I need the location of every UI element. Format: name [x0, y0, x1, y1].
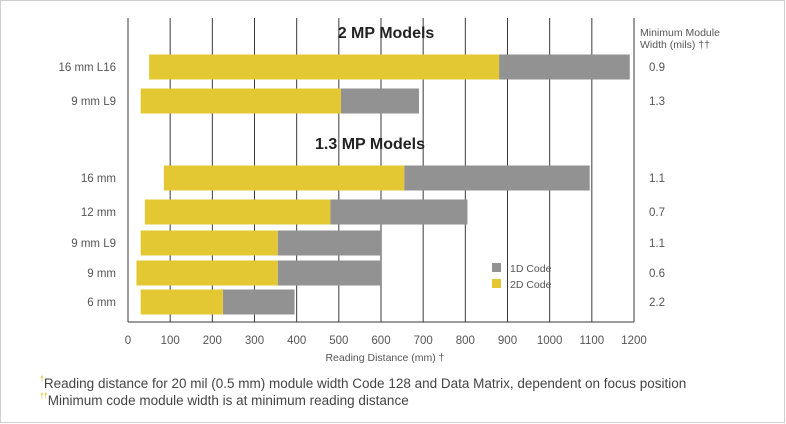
x-tick-label: 1100	[579, 335, 604, 347]
min-width-header: Minimum Module	[640, 27, 720, 39]
footnote-1-mark: †	[40, 375, 44, 383]
x-tick-label: 300	[245, 335, 264, 347]
row-label: 9 mm L9	[71, 238, 116, 250]
footnote-2: ††Minimum code module width is at minimu…	[40, 392, 409, 409]
x-tick-label: 200	[203, 335, 222, 347]
bar-2d-code	[140, 88, 341, 114]
group-title: 2 MP Models	[338, 25, 435, 42]
bar-1d-code	[330, 199, 468, 225]
x-tick-label: 400	[287, 335, 306, 347]
footnote-1-text: Reading distance for 20 mil (0.5 mm) mod…	[43, 376, 687, 391]
x-tick-label: 0	[125, 335, 131, 347]
legend-swatch	[492, 263, 501, 272]
x-axis-label: Reading Distance (mm) †	[325, 352, 444, 364]
x-tick-label: 600	[371, 335, 390, 347]
min-width-value: 0.6	[649, 268, 665, 280]
legend-label: 2D Code	[510, 279, 552, 291]
bar-2d-code	[144, 199, 331, 225]
bar-1d-code	[404, 165, 590, 191]
min-width-value: 1.1	[649, 238, 665, 250]
bar-1d-code	[277, 260, 381, 286]
footnote-2-mark: ††	[40, 392, 48, 400]
bar-1d-code	[340, 88, 419, 114]
legend-swatch	[492, 279, 501, 288]
min-width-value: 0.9	[649, 62, 665, 74]
group-title: 1.3 MP Models	[315, 136, 425, 153]
reading-distance-chart: 0 100 200 300 400 500 600 700 800 900 1000 1100 1200…	[58, 18, 720, 364]
x-tick-label: 500	[329, 335, 348, 347]
bar-2d-code	[140, 230, 278, 256]
row-label: 6 mm	[87, 297, 116, 309]
row-label: 16 mm	[81, 173, 116, 185]
row-label: 12 mm	[81, 207, 116, 219]
row-label: 16 mm L16	[58, 62, 116, 74]
bar-1d-code	[277, 230, 381, 256]
bar-1d-code	[222, 289, 295, 315]
footnote-1: †Reading distance for 20 mil (0.5 mm) mo…	[40, 375, 687, 392]
x-tick-label: 700	[414, 335, 433, 347]
min-width-value: 2.2	[649, 297, 665, 309]
row-label: 9 mm	[87, 268, 116, 280]
x-tick-label: 800	[456, 335, 475, 347]
min-width-header: Width (mils) ††	[640, 39, 710, 51]
bar-1d-code	[499, 54, 630, 80]
min-width-value: 1.3	[649, 96, 665, 108]
x-tick-label: 1000	[537, 335, 563, 347]
min-width-value: 1.1	[649, 173, 665, 185]
bar-2d-code	[149, 54, 500, 80]
bar-2d-code	[140, 289, 223, 315]
bar-2d-code	[136, 260, 278, 286]
x-tick-label: 900	[498, 335, 517, 347]
x-tick-label: 1200	[621, 335, 647, 347]
footnote-2-text: Minimum code module width is at minimum …	[47, 393, 409, 408]
min-width-value: 0.7	[649, 207, 665, 219]
x-tick-label: 100	[161, 335, 180, 347]
legend-label: 1D Code	[510, 263, 552, 275]
row-label: 9 mm L9	[71, 96, 116, 108]
bar-2d-code	[163, 165, 405, 191]
